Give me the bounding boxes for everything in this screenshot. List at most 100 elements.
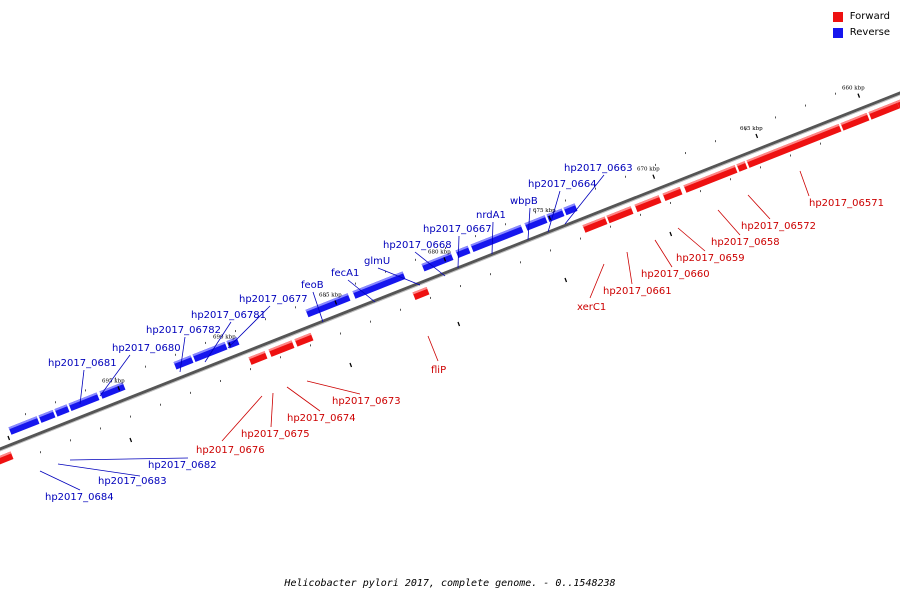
reverse-gene-block	[68, 392, 100, 412]
gene-leader-line	[312, 291, 324, 323]
scale-dot	[310, 344, 311, 347]
gene-leader-line	[39, 470, 81, 491]
scale-dot	[670, 201, 671, 204]
gene-leader-line	[747, 194, 771, 220]
scale-dot	[610, 225, 611, 228]
gene-leader-line	[589, 263, 605, 299]
gene-leader-line	[69, 457, 189, 461]
scale-tick-label: 675 kbp	[533, 208, 556, 214]
scale-dot	[160, 403, 161, 406]
gene-leader-line	[427, 335, 439, 362]
scale-tick	[443, 257, 447, 262]
forward-gene-block	[662, 186, 683, 202]
forward-gene-label: hp2017_0674	[287, 413, 356, 424]
gene-leader-line	[221, 395, 263, 442]
scale-dot	[370, 320, 371, 323]
forward-gene-block	[248, 351, 268, 365]
forward-gene-block	[606, 206, 634, 224]
forward-gene-block	[412, 286, 430, 300]
forward-gene-block	[582, 216, 608, 233]
reverse-gene-label: glmU	[364, 256, 390, 267]
scale-tick	[857, 93, 861, 98]
reverse-gene-block	[173, 355, 194, 370]
scale-tick	[669, 231, 673, 237]
scale-dot	[550, 249, 551, 252]
scale-dot	[595, 187, 596, 190]
scale-dot	[490, 273, 491, 276]
forward-gene-label: hp2017_0676	[196, 445, 265, 456]
scale-tick-label: 680 kbp	[428, 249, 451, 255]
forward-gene-block	[0, 451, 14, 466]
reverse-gene-block	[546, 208, 565, 222]
scale-dot	[400, 308, 401, 311]
scale-dot	[505, 223, 506, 226]
reverse-gene-block	[421, 252, 454, 272]
gene-leader-line	[377, 267, 421, 286]
scale-tick-label: 665 kbp	[740, 126, 763, 132]
reverse-gene-label: hp2017_06782	[146, 325, 221, 336]
scale-dot	[250, 368, 251, 371]
forward-gene-label: hp2017_06572	[741, 221, 816, 232]
scale-tick	[652, 174, 656, 179]
reverse-gene-block	[54, 404, 70, 417]
reverse-gene-block	[192, 341, 228, 362]
scale-dot	[715, 140, 716, 143]
reverse-gene-label: wbpB	[510, 196, 538, 207]
forward-gene-label: xerC1	[577, 302, 606, 313]
scale-dot	[700, 190, 701, 193]
gene-leader-line	[79, 369, 85, 405]
scale-dot	[100, 427, 101, 430]
forward-gene-label: hp2017_0659	[676, 253, 745, 264]
scale-dot	[190, 391, 191, 394]
legend-reverse-label: Reverse	[849, 27, 890, 38]
reverse-gene-label: feoB	[301, 280, 324, 291]
gene-leader-line	[306, 380, 361, 395]
scale-tick	[117, 386, 121, 391]
scale-tick-label: 670 kbp	[637, 167, 660, 173]
scale-dot	[235, 330, 236, 333]
reverse-gene-label: hp2017_06781	[191, 310, 266, 321]
reverse-gene-label: hp2017_0681	[48, 358, 117, 369]
scale-dot	[340, 332, 341, 335]
reverse-gene-label: hp2017_0682	[148, 460, 217, 471]
forward-gene-block	[736, 161, 748, 172]
scale-dot	[475, 235, 476, 238]
scale-dot	[760, 166, 761, 169]
scale-tick-label: 690 kbp	[213, 334, 236, 340]
reverse-gene-label: hp2017_0680	[112, 343, 181, 354]
forward-gene-label: hp2017_0660	[641, 269, 710, 280]
scale-tick-label: 685 kbp	[319, 292, 342, 298]
scale-tick	[7, 435, 11, 441]
gene-leader-line	[547, 190, 561, 233]
scale-tick	[755, 133, 759, 139]
scale-dot	[655, 163, 656, 166]
forward-gene-block	[683, 165, 738, 193]
reverse-gene-block	[99, 382, 126, 399]
scale-dot	[145, 365, 146, 368]
forward-gene-label: fliP	[431, 365, 446, 376]
scale-tick	[564, 277, 568, 283]
gene-leader-line	[57, 463, 141, 477]
scale-dot	[220, 379, 221, 382]
gene-leader-line	[270, 392, 274, 428]
gene-leader-line	[99, 354, 131, 397]
scale-dot	[415, 258, 416, 261]
reverse-gene-label: hp2017_0667	[423, 224, 492, 235]
legend-reverse: Reverse	[832, 25, 890, 40]
gene-leader-line	[654, 239, 673, 268]
scale-dot	[175, 353, 176, 356]
forward-swatch	[832, 11, 843, 22]
gene-leader-line	[527, 207, 531, 241]
forward-gene-block	[868, 101, 900, 120]
reverse-gene-block	[524, 215, 548, 231]
scale-dot	[355, 282, 356, 285]
gene-leader-line	[626, 251, 633, 285]
scale-tick-label: 660 kbp	[842, 86, 865, 92]
scale-dot	[745, 128, 746, 131]
forward-gene-block	[634, 195, 662, 213]
forward-gene-label: hp2017_0673	[332, 396, 401, 407]
reverse-gene-block	[563, 203, 578, 216]
scale-dot	[685, 152, 686, 155]
legend-forward: Forward	[832, 9, 890, 24]
